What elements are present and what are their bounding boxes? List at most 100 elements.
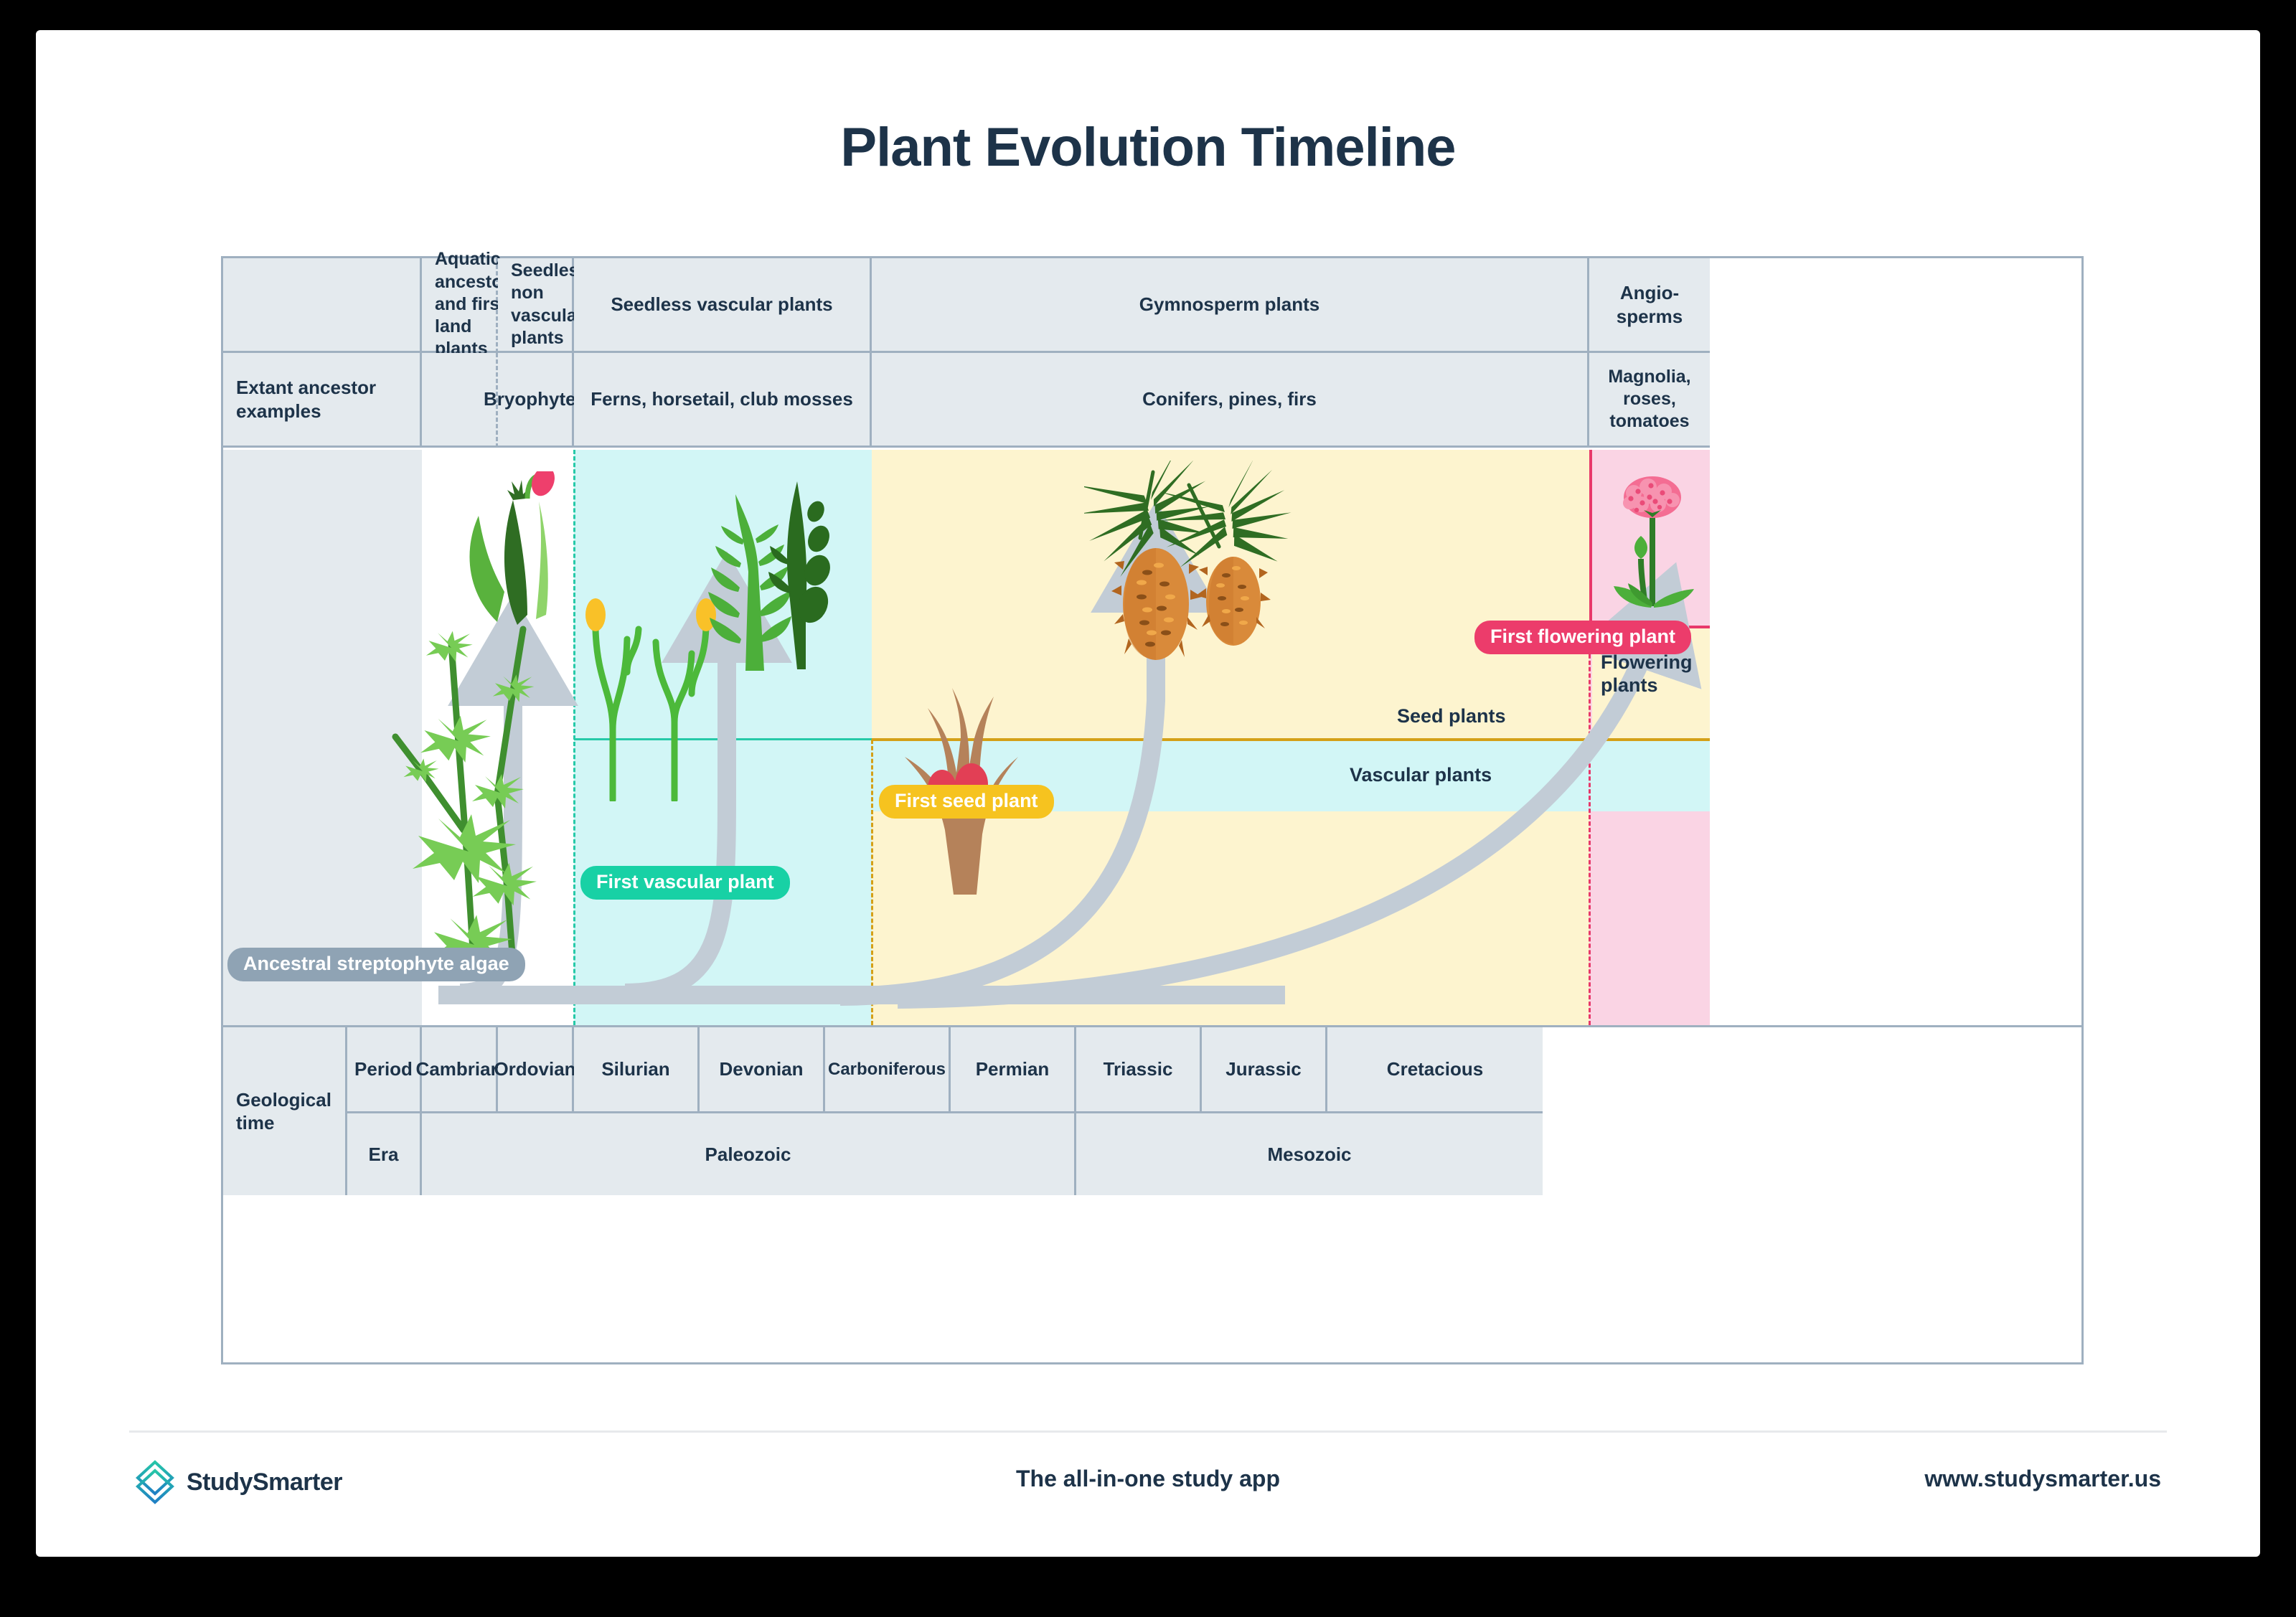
arrow-to-gymnosperms bbox=[839, 501, 1221, 1006]
footer-tagline: The all-in-one study app bbox=[1015, 1466, 1280, 1491]
examples-label-magnolia: Magnolia, roses, tomatoes bbox=[1608, 366, 1691, 432]
studysmarter-logo-icon bbox=[136, 1460, 174, 1504]
examples-cell-bryophytes: Bryophytes bbox=[484, 353, 586, 448]
group-header-seedless-nonvascular: Seedless non vascular plants bbox=[498, 258, 588, 353]
period-row-tail bbox=[1543, 1027, 2081, 1113]
milestone-ancestral-algae[interactable]: Ancestral streptophyte algae bbox=[227, 948, 525, 981]
milestone-first-vascular-plant[interactable]: First vascular plant bbox=[580, 866, 790, 900]
examples-cell-ferns: Ferns, horsetail, club mosses bbox=[574, 353, 872, 448]
period-jurassic-text: Jurassic bbox=[1225, 1058, 1302, 1080]
arrow-to-bryophytes bbox=[448, 594, 578, 1002]
group-label-gymnosperm: Gymnosperm plants bbox=[1139, 293, 1320, 316]
arrow-to-angiosperms bbox=[897, 562, 1702, 1009]
brand-name: StudySmarter bbox=[187, 1468, 342, 1496]
region-label-vascular-plants-text: Vascular plants bbox=[1350, 764, 1492, 786]
period-silurian-text: Silurian bbox=[601, 1058, 670, 1080]
band-ancestors bbox=[223, 450, 422, 1025]
era-paleozoic-text: Paleozoic bbox=[705, 1143, 791, 1165]
basal-leaves bbox=[1614, 583, 1694, 608]
milestone-first-flowering-plant[interactable]: First flowering plant bbox=[1474, 621, 1692, 654]
era-header-text: Era bbox=[368, 1143, 399, 1165]
milestone-first-flowering-plant-label: First flowering plant bbox=[1490, 626, 1676, 647]
bryophyte-moss-illustration bbox=[469, 471, 555, 625]
period-devonian-text: Devonian bbox=[719, 1058, 804, 1080]
bud bbox=[1634, 536, 1647, 559]
region-label-seed-plants-text: Seed plants bbox=[1397, 705, 1506, 727]
era-mesozoic: Mesozoic bbox=[1076, 1113, 1543, 1195]
timeline-plot-area: Ancestral streptophyte algae First vascu… bbox=[223, 450, 2081, 1025]
sporangium bbox=[585, 598, 606, 631]
seed-fern-illustration bbox=[905, 688, 1018, 895]
flowering-event-dashed-line bbox=[1589, 628, 1591, 1025]
examples-cell-blank bbox=[422, 353, 498, 448]
examples-label-bryophytes: Bryophytes bbox=[483, 388, 587, 410]
cone bbox=[1111, 548, 1202, 660]
period-cretacious: Cretacious bbox=[1327, 1027, 1543, 1113]
era-row-tail bbox=[1543, 1113, 2081, 1195]
milestone-first-seed-plant-label: First seed plant bbox=[895, 790, 1038, 811]
streptophyte-algae-illustration bbox=[392, 626, 537, 974]
examples-cell-magnolia: Magnolia, roses, tomatoes bbox=[1589, 353, 1710, 448]
region-label-vascular-plants: Vascular plants bbox=[1350, 763, 1492, 786]
milestone-first-vascular-plant-label: First vascular plant bbox=[596, 871, 774, 892]
period-permian: Permian bbox=[951, 1027, 1076, 1113]
group-header-seedless-vascular: Seedless vascular plants bbox=[574, 258, 872, 353]
examples-row-label-text: Extant ancestor examples bbox=[236, 377, 377, 422]
period-cretacious-text: Cretacious bbox=[1386, 1058, 1484, 1080]
group-header-angiosperms: Angio- sperms bbox=[1589, 258, 1710, 353]
page-canvas: Plant Evolution Timeline Aquatic ancesto… bbox=[36, 30, 2260, 1557]
brand-lockup[interactable]: StudySmarter bbox=[135, 1460, 342, 1504]
period-header: Period bbox=[347, 1027, 422, 1113]
group-label-seedless-vascular: Seedless vascular plants bbox=[611, 293, 833, 316]
flower-head bbox=[1623, 476, 1681, 518]
region-label-flowering-plants: Flowering plants bbox=[1601, 651, 1708, 697]
evolution-arrows bbox=[438, 501, 1702, 1009]
group-header-aquatic-ancestors: Aquatic ancestors and first land plants bbox=[422, 249, 519, 359]
plot-bottom-border bbox=[223, 1025, 2081, 1027]
period-carboniferous: Carboniferous bbox=[825, 1027, 951, 1113]
fern-illustration bbox=[708, 481, 830, 671]
plant-evolution-diagram: Aquatic ancestors and first land plants … bbox=[221, 249, 2084, 1364]
period-permian-text: Permian bbox=[975, 1058, 1050, 1080]
geological-time-label-text: Geological time bbox=[236, 1088, 331, 1134]
flowering-plants-region-left-line bbox=[1589, 450, 1592, 628]
cone bbox=[1196, 557, 1271, 646]
period-cambrian: Cambrian bbox=[416, 1027, 502, 1113]
region-label-seed-plants: Seed plants bbox=[1397, 704, 1506, 727]
examples-row-label: Extant ancestor examples bbox=[223, 353, 422, 448]
footer-url[interactable]: www.studysmarter.us bbox=[1924, 1466, 2161, 1491]
band-seed-plants bbox=[872, 450, 1589, 1025]
period-silurian: Silurian bbox=[574, 1027, 700, 1113]
period-cambrian-text: Cambrian bbox=[415, 1058, 502, 1080]
arrow-to-ferns bbox=[624, 551, 792, 1002]
footer-divider bbox=[129, 1430, 2167, 1433]
period-triassic-text: Triassic bbox=[1103, 1058, 1173, 1080]
seed-event-dashed-line bbox=[871, 740, 873, 1025]
sporangium bbox=[696, 598, 716, 631]
pine-cone-illustration bbox=[1084, 461, 1292, 660]
examples-label-conifers: Conifers, pines, firs bbox=[1142, 388, 1317, 410]
examples-label-ferns: Ferns, horsetail, club mosses bbox=[591, 388, 853, 410]
group-header-blank bbox=[223, 258, 422, 353]
vascular-event-dashed-line bbox=[573, 450, 575, 1025]
period-carboniferous-text: Carboniferous bbox=[828, 1059, 946, 1079]
seed-plants-region-bottom-line bbox=[872, 738, 1710, 741]
milestone-ancestral-algae-label: Ancestral streptophyte algae bbox=[243, 953, 509, 974]
period-triassic: Triassic bbox=[1076, 1027, 1202, 1113]
examples-cell-conifers: Conifers, pines, firs bbox=[872, 353, 1589, 448]
milestone-first-seed-plant[interactable]: First seed plant bbox=[879, 785, 1054, 819]
period-ordovian-text: Ordovian bbox=[494, 1058, 576, 1080]
period-devonian: Devonian bbox=[700, 1027, 825, 1113]
group-header-gymnosperm: Gymnosperm plants bbox=[872, 258, 1589, 353]
era-paleozoic: Paleozoic bbox=[422, 1113, 1076, 1195]
period-ordovian: Ordovian bbox=[494, 1027, 576, 1113]
page-title: Plant Evolution Timeline bbox=[840, 117, 1456, 178]
group-label-angiosperms: Angio- sperms bbox=[1616, 282, 1683, 327]
band-land-plants bbox=[422, 450, 574, 1025]
period-header-text: Period bbox=[354, 1058, 413, 1080]
rhynia-vascular-plant-illustration bbox=[585, 598, 716, 801]
era-mesozoic-text: Mesozoic bbox=[1267, 1143, 1352, 1165]
region-label-flowering-plants-text: Flowering plants bbox=[1601, 651, 1693, 697]
geological-time-row-label: Geological time bbox=[223, 1027, 347, 1195]
flower-illustration bbox=[1614, 476, 1694, 608]
